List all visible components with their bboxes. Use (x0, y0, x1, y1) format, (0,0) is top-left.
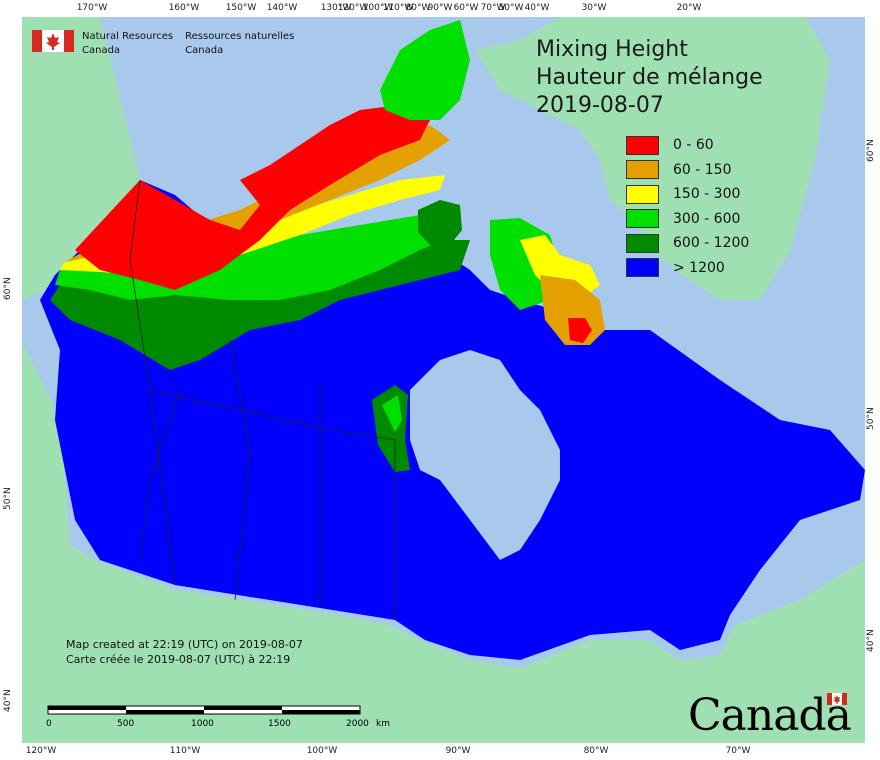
canada-wordmark: Canada (688, 690, 852, 741)
scale-label: 0 (46, 719, 52, 729)
creation-note-english: Map created at 22:19 (UTC) on 2019-08-07 (66, 638, 303, 651)
legend-swatch (626, 160, 659, 180)
legend-label: 300 - 600 (673, 210, 741, 227)
graticule-label-top: 80°W (405, 3, 431, 13)
graticule-label-bottom: 80°W (583, 746, 609, 756)
legend-swatch (626, 233, 659, 253)
alaska-land (22, 17, 140, 300)
creation-note: Map created at 22:19 (UTC) on 2019-08-07… (66, 637, 303, 667)
title-french: Hauteur de mélange (536, 65, 763, 90)
agency-name-english: Natural Resources Canada (82, 30, 173, 58)
scale-label: 500 (117, 719, 134, 729)
graticule-label-top: 90°W (427, 3, 453, 13)
agency-name-english-line1: Natural Resources (82, 31, 174, 42)
scale-label: 1500 (268, 719, 291, 729)
legend-item: 150 - 300 (626, 182, 749, 207)
title-date: 2019-08-07 (536, 93, 664, 118)
canada-flag-icon (32, 30, 74, 52)
graticule-label-top: 70°W (480, 3, 506, 13)
scale-label: 2000 (346, 719, 369, 729)
legend-swatch (626, 209, 659, 229)
legend-item: 600 - 1200 (626, 231, 749, 256)
graticule-label-left: 50°N (3, 487, 13, 510)
legend-label: 60 - 150 (673, 161, 732, 178)
graticule-label-top: 160°W (168, 3, 200, 13)
title-english: Mixing Height (536, 37, 688, 62)
greenland-land (475, 17, 830, 300)
legend-swatch (626, 258, 659, 278)
legend-swatch (626, 135, 659, 155)
graticule-label-top: 60°W (453, 3, 479, 13)
graticule-label-left: 40°N (3, 689, 13, 712)
legend-item: 60 - 150 (626, 158, 749, 183)
scale-bar: 0 500 1000 1500 2000 km (46, 705, 390, 729)
province-borders (129, 179, 396, 620)
graticule-label-top: 20°W (676, 3, 702, 13)
legend-item: 0 - 60 (626, 133, 749, 158)
graticule-label-top: 140°W (266, 3, 298, 13)
legend-swatch (626, 184, 659, 204)
zone-150-300 (520, 235, 600, 300)
graticule-label-top: 50°W (498, 3, 524, 13)
legend-label: 150 - 300 (673, 186, 741, 203)
zone-600-1200 (418, 200, 462, 245)
graticule-label-bottom: 100°W (306, 746, 338, 756)
map-canvas (22, 17, 865, 743)
graticule-label-right: 50°N (866, 407, 876, 430)
legend: 0 - 60 60 - 150 150 - 300 300 - 600 600 - 12… (626, 133, 749, 280)
graticule-label-bottom: 110°W (169, 746, 201, 756)
zone-300-600 (382, 395, 402, 432)
agency-name-french: Ressources naturelles Canada (185, 30, 294, 58)
graticule-label-bottom: 120°W (25, 746, 57, 756)
legend-item: > 1200 (626, 256, 749, 281)
usa-land (22, 340, 865, 743)
graticule-label-top: 130°W (320, 3, 352, 13)
graticule-label-left: 60°N (3, 277, 13, 300)
legend-label: 0 - 60 (673, 137, 714, 154)
graticule-label-right: 40°N (866, 629, 876, 652)
creation-note-french: Carte créée le 2019-08-07 (UTC) à 22:19 (66, 653, 291, 666)
agency-name-french-line1: Ressources naturelles (185, 31, 295, 42)
agency-name-french-line2: Canada (185, 45, 224, 56)
map-title: Mixing Height Hauteur de mélange 2019-08… (536, 36, 763, 120)
legend-label: 600 - 1200 (673, 235, 750, 252)
wordmark-flag-icon (827, 693, 847, 705)
graticule-label-top: 150°W (225, 3, 257, 13)
hudson-bay (410, 350, 560, 560)
legend-item: 300 - 600 (626, 207, 749, 232)
agency-name-english-line2: Canada (82, 45, 121, 56)
graticule-label-right: 60°N (866, 139, 876, 162)
graticule-label-bottom: 70°W (725, 746, 751, 756)
graticule-label-top: 120°W (337, 3, 369, 13)
scale-label: 1000 (191, 719, 214, 729)
graticule-label-bottom: 90°W (445, 746, 471, 756)
scale-unit: km (376, 719, 390, 729)
graticule-label-top: 170°W (76, 3, 108, 13)
zone-600-1200 (372, 385, 410, 472)
graticule-label-top: 40°W (524, 3, 550, 13)
graticule-label-top: 30°W (581, 3, 607, 13)
graticule-label-top: 100°W (362, 3, 394, 13)
graticule-label-top: 110°W (382, 3, 414, 13)
zone-0-60 (75, 105, 430, 290)
legend-label: > 1200 (673, 259, 725, 276)
agency-signature: Natural Resources Canada Ressources natu… (32, 30, 306, 58)
zone-300-600 (380, 20, 470, 120)
zone-0-60 (568, 318, 592, 343)
